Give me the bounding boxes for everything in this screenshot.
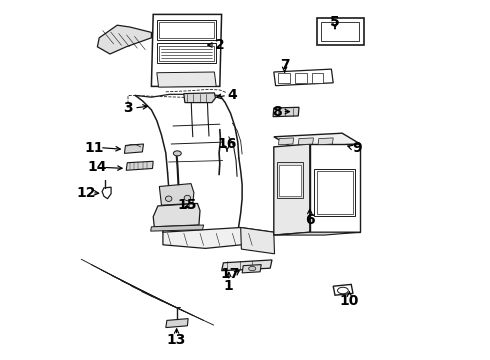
Text: 11: 11 xyxy=(84,141,103,154)
Ellipse shape xyxy=(338,287,348,294)
Ellipse shape xyxy=(184,195,191,201)
Polygon shape xyxy=(298,138,314,145)
Bar xyxy=(312,73,323,83)
Bar xyxy=(317,18,364,45)
Polygon shape xyxy=(278,138,294,145)
Text: 14: 14 xyxy=(88,161,107,174)
Bar xyxy=(279,165,301,196)
Polygon shape xyxy=(157,72,216,87)
Text: 15: 15 xyxy=(178,198,197,212)
Polygon shape xyxy=(273,107,299,117)
Polygon shape xyxy=(163,228,274,248)
Polygon shape xyxy=(318,138,333,145)
Polygon shape xyxy=(274,69,333,86)
Text: 16: 16 xyxy=(217,137,237,151)
Bar xyxy=(159,22,214,38)
Bar xyxy=(157,20,216,40)
Text: 12: 12 xyxy=(77,186,97,199)
Polygon shape xyxy=(242,265,261,273)
Polygon shape xyxy=(102,187,111,199)
Text: 13: 13 xyxy=(167,333,186,347)
Text: 9: 9 xyxy=(352,141,362,154)
Bar xyxy=(277,162,303,198)
Bar xyxy=(315,169,355,216)
Bar xyxy=(321,22,360,41)
Bar xyxy=(295,73,307,83)
Text: 4: 4 xyxy=(227,89,237,102)
Polygon shape xyxy=(221,260,272,271)
Text: 5: 5 xyxy=(330,15,340,28)
Bar xyxy=(317,171,353,214)
Polygon shape xyxy=(166,319,188,328)
Text: 6: 6 xyxy=(305,213,315,226)
Ellipse shape xyxy=(248,266,256,271)
Polygon shape xyxy=(274,232,360,235)
Ellipse shape xyxy=(173,151,181,156)
Polygon shape xyxy=(274,133,360,147)
Polygon shape xyxy=(153,203,200,227)
Polygon shape xyxy=(274,144,310,235)
Polygon shape xyxy=(184,93,216,103)
Polygon shape xyxy=(151,14,221,86)
Text: 10: 10 xyxy=(340,294,359,307)
Bar xyxy=(278,73,290,83)
Polygon shape xyxy=(98,25,151,54)
Polygon shape xyxy=(159,184,194,205)
Polygon shape xyxy=(124,144,144,153)
Ellipse shape xyxy=(166,196,172,202)
Text: 1: 1 xyxy=(224,279,234,293)
Polygon shape xyxy=(310,144,360,232)
Bar xyxy=(159,46,214,61)
Polygon shape xyxy=(333,284,353,295)
Text: 17: 17 xyxy=(221,267,240,280)
Polygon shape xyxy=(126,161,153,170)
Bar xyxy=(157,43,216,63)
Polygon shape xyxy=(151,225,204,231)
Text: 7: 7 xyxy=(280,58,290,72)
Text: 2: 2 xyxy=(215,38,225,52)
Text: 8: 8 xyxy=(272,105,282,118)
Text: 3: 3 xyxy=(123,101,133,115)
Polygon shape xyxy=(241,228,274,254)
